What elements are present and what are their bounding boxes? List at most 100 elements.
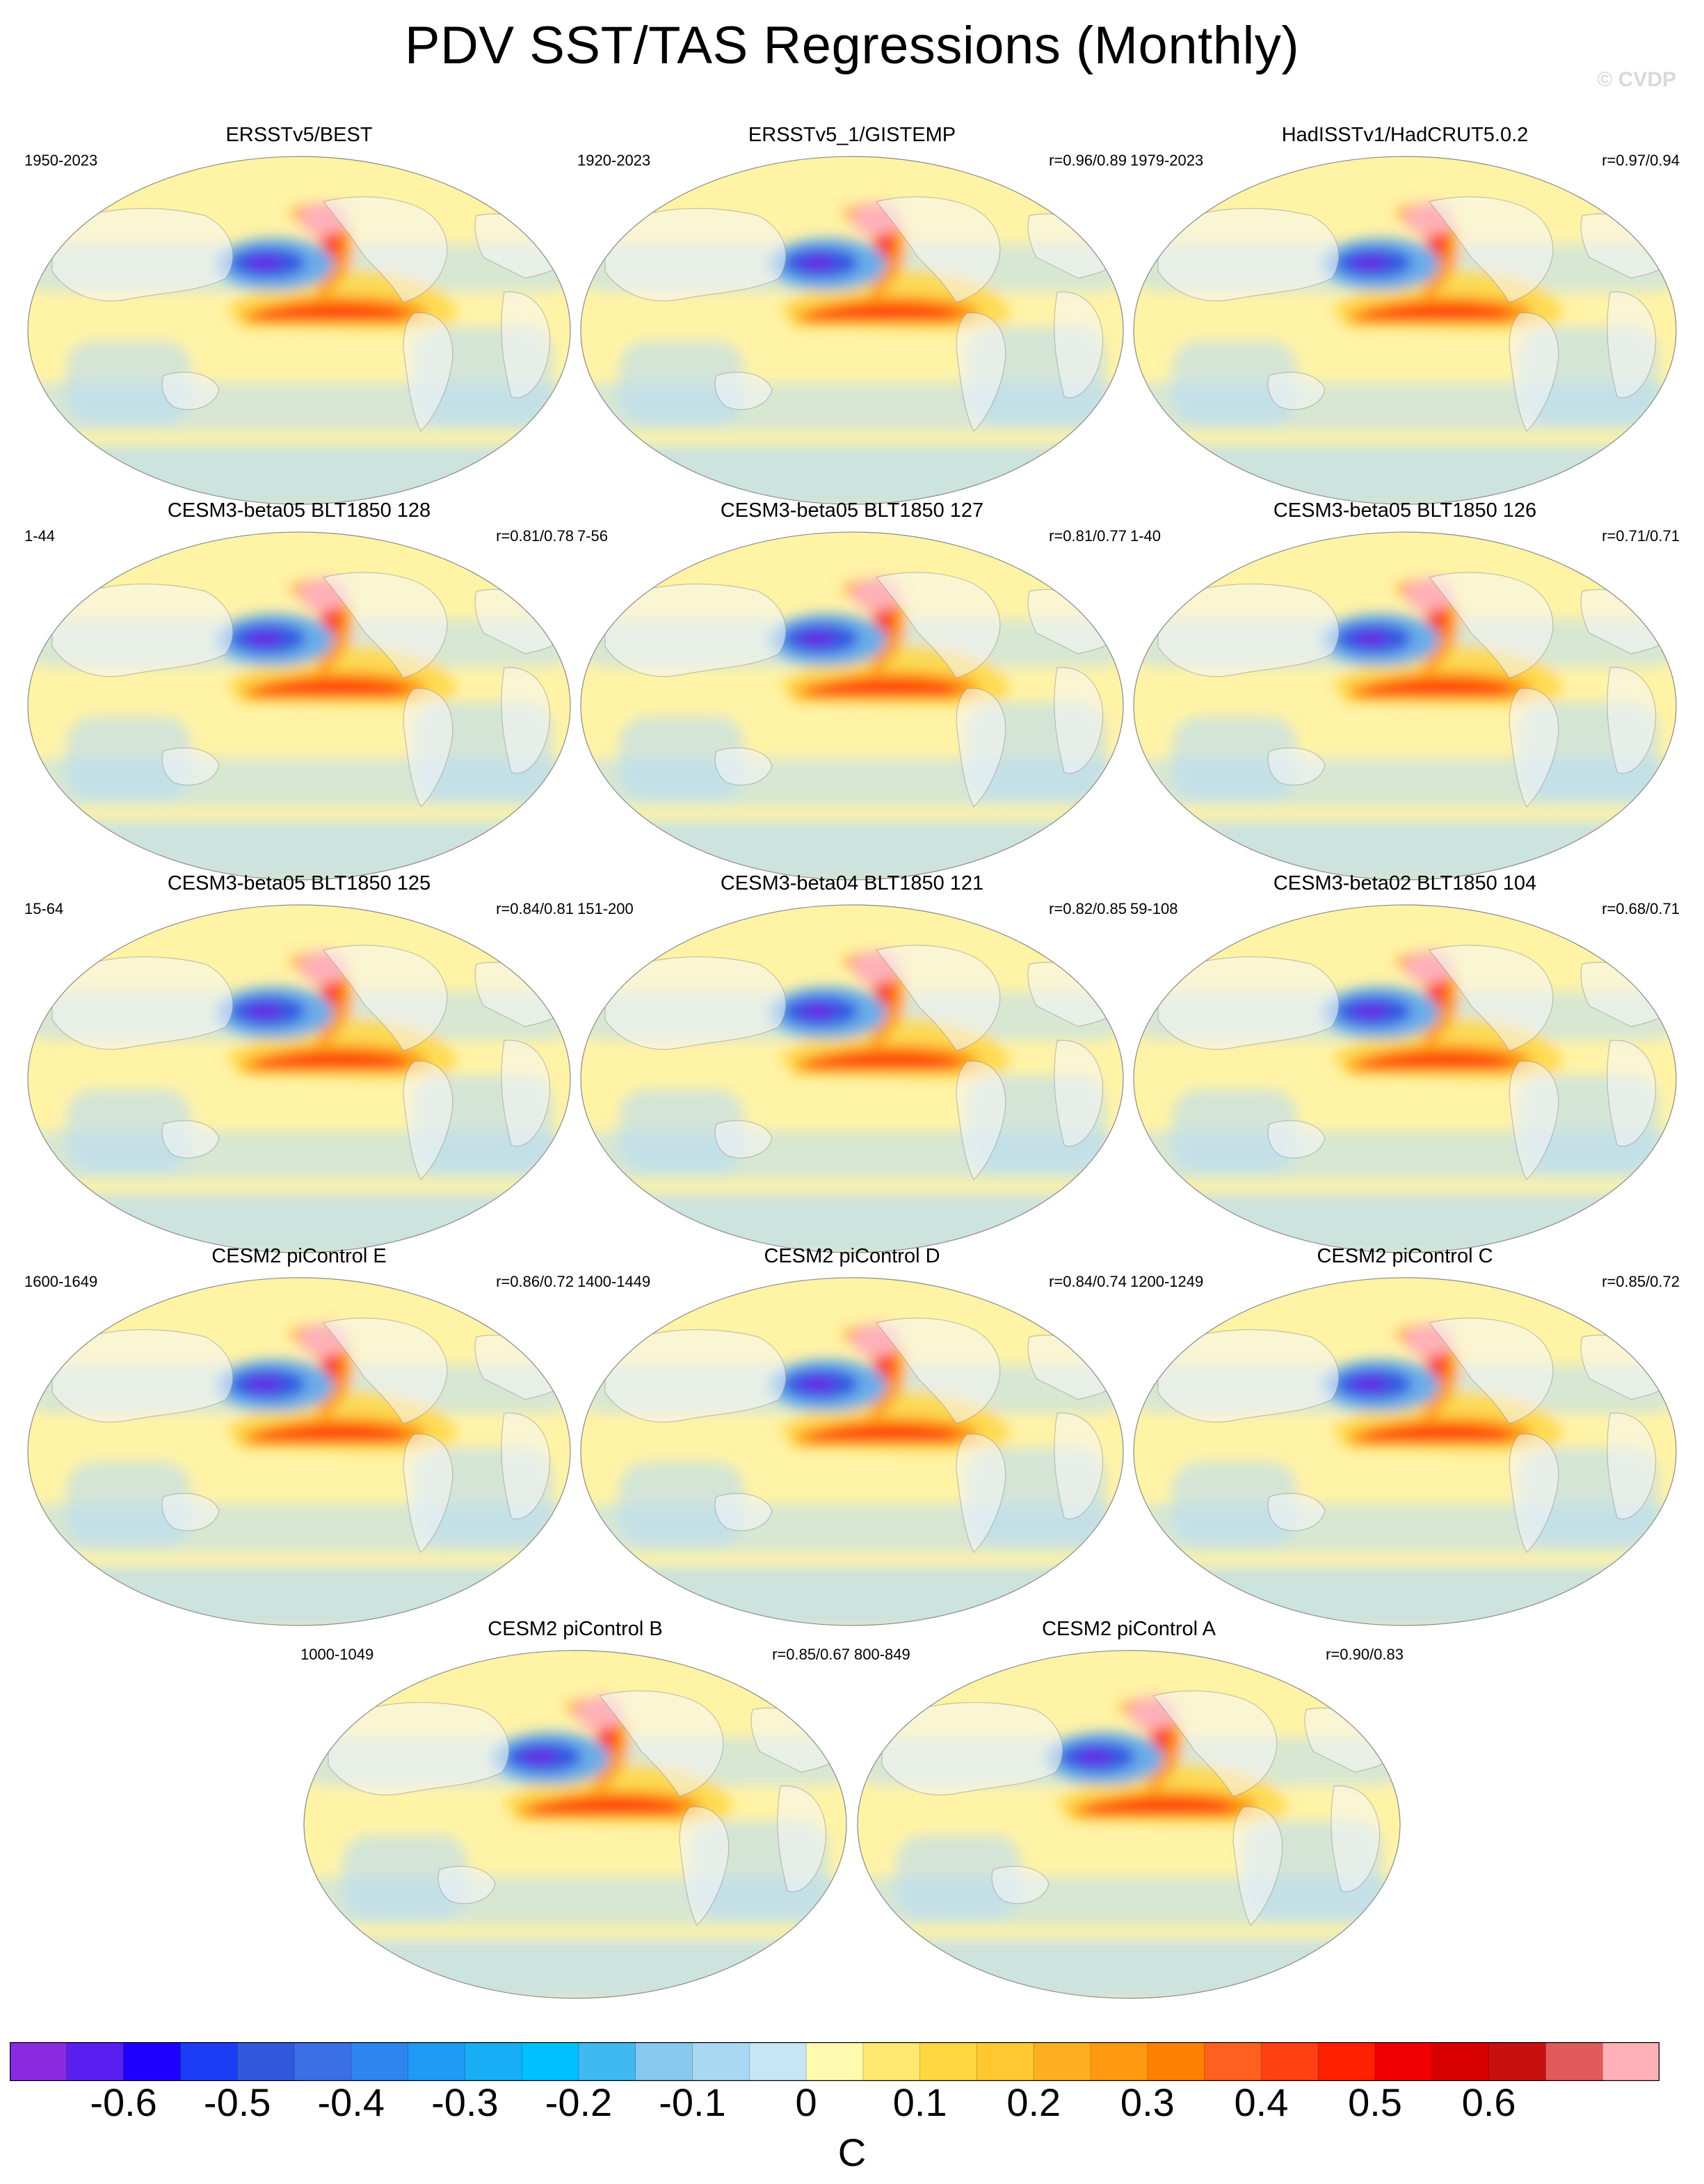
colorbar-swatch xyxy=(10,2042,67,2081)
regression-map xyxy=(1133,904,1677,1253)
panel-correlation: r=0.71/0.71 xyxy=(1602,527,1680,545)
map-panel-2: ERSSTv5_1/GISTEMP 1920-2023 r=0.96/0.89 xyxy=(577,124,1127,513)
panel-years: 151-200 xyxy=(577,900,634,917)
panel-title: CESM2 piControl E xyxy=(211,1245,387,1267)
colorbar-swatch xyxy=(1488,2042,1546,2081)
colorbar-tick-label: -0.1 xyxy=(659,2080,726,2124)
panel-title: CESM2 piControl D xyxy=(764,1245,940,1267)
colorbar-swatch xyxy=(294,2042,352,2081)
panel-years: 7-56 xyxy=(577,527,609,545)
panel-years: 1-40 xyxy=(1130,527,1162,545)
continents xyxy=(51,1317,568,1554)
colorbar-swatch xyxy=(976,2042,1034,2081)
continents xyxy=(604,196,1120,433)
panel-years: 1979-2023 xyxy=(1130,152,1204,169)
panel-years: 59-108 xyxy=(1130,900,1178,917)
map-panel-5: CESM3-beta05 BLT1850 127 7-56 r=0.81/0.7… xyxy=(577,499,1127,889)
colorbar-swatch xyxy=(1091,2042,1148,2081)
panel-title: HadISSTv1/HadCRUT5.0.2 xyxy=(1281,124,1529,146)
map-panel-13: CESM2 piControl B 1000-1049 r=0.85/0.67 xyxy=(300,1618,850,2007)
colorbar-swatch xyxy=(692,2042,750,2081)
colorbar-swatch xyxy=(1602,2042,1659,2081)
panel-years: 1000-1049 xyxy=(300,1646,374,1663)
colorbar-swatch xyxy=(806,2042,864,2081)
panel-years: 800-849 xyxy=(854,1646,910,1663)
panel-correlation: r=0.97/0.94 xyxy=(1602,152,1680,169)
map-panel-11: CESM2 piControl D 1400-1449 r=0.84/0.74 xyxy=(577,1245,1127,1635)
regression-map xyxy=(857,1650,1401,1999)
panel-correlation: r=0.84/0.74 xyxy=(1049,1273,1127,1290)
map-panel-1: ERSSTv5/BEST 1950-2023 xyxy=(24,124,574,513)
colorbar-swatch xyxy=(1375,2042,1433,2081)
continents xyxy=(604,572,1120,808)
continents xyxy=(51,945,568,1181)
panel-correlation: r=0.81/0.78 xyxy=(496,527,574,545)
map-panel-10: CESM2 piControl E 1600-1649 r=0.86/0.72 xyxy=(24,1245,574,1635)
panel-correlation: r=0.82/0.85 xyxy=(1049,900,1127,917)
colorbar-swatch xyxy=(1204,2042,1262,2081)
colorbar-tick-label: -0.5 xyxy=(203,2080,271,2124)
colorbar-tick-labels: -0.6 -0.5 -0.4 -0.3 -0.2 -0.1 0 0.1 0.2 0.3 0.4 0.5… xyxy=(0,2080,1704,2135)
regression-map xyxy=(303,1650,847,1999)
continents xyxy=(51,572,568,808)
regression-map xyxy=(1133,156,1677,505)
regression-map xyxy=(27,156,571,505)
colorbar-swatch xyxy=(123,2042,181,2081)
figure-title: PDV SST/TAS Regressions (Monthly) xyxy=(404,16,1300,75)
panel-correlation: r=0.81/0.77 xyxy=(1049,527,1127,545)
colorbar-tick-label: 0.6 xyxy=(1461,2080,1516,2124)
colorbar-swatch xyxy=(522,2042,579,2081)
colorbar-swatch xyxy=(749,2042,807,2081)
colorbar-swatch xyxy=(578,2042,636,2081)
continents xyxy=(51,196,568,433)
continents xyxy=(604,1317,1120,1554)
colorbar-tick-label: 0.5 xyxy=(1348,2080,1402,2124)
colorbar-tick-label: 0.2 xyxy=(1006,2080,1061,2124)
map-panel-14: CESM2 piControl A 800-849 r=0.90/0.83 xyxy=(854,1618,1404,2007)
colorbar-swatch xyxy=(1545,2042,1603,2081)
panel-title: CESM2 piControl A xyxy=(1042,1618,1216,1640)
panel-correlation: r=0.85/0.72 xyxy=(1602,1273,1680,1290)
colorbar-tick-label: -0.4 xyxy=(317,2080,385,2124)
colorbar-swatch xyxy=(635,2042,693,2081)
panel-years: 1600-1649 xyxy=(24,1273,98,1290)
panel-title: CESM3-beta05 BLT1850 127 xyxy=(720,499,984,522)
panel-title: CESM2 piControl B xyxy=(488,1618,663,1640)
colorbar-swatch xyxy=(237,2042,295,2081)
regression-map xyxy=(27,904,571,1253)
map-panel-4: CESM3-beta05 BLT1850 128 1-44 r=0.81/0.7… xyxy=(24,499,574,889)
panel-correlation: r=0.96/0.89 xyxy=(1049,152,1127,169)
colorbar-tick-label: -0.3 xyxy=(431,2080,499,2124)
colorbar-swatch xyxy=(919,2042,977,2081)
regression-map xyxy=(27,531,571,881)
regression-map xyxy=(580,531,1124,881)
colorbar-tick-label: 0.3 xyxy=(1120,2080,1175,2124)
panel-correlation: r=0.86/0.72 xyxy=(496,1273,574,1290)
panel-years: 1200-1249 xyxy=(1130,1273,1204,1290)
panel-title: ERSSTv5/BEST xyxy=(225,124,373,146)
panel-correlation: r=0.90/0.83 xyxy=(1326,1646,1404,1663)
map-panel-12: CESM2 piControl C 1200-1249 r=0.85/0.72 xyxy=(1130,1245,1680,1635)
panel-years: 1950-2023 xyxy=(24,152,98,169)
map-panel-7: CESM3-beta05 BLT1850 125 15-64 r=0.84/0.… xyxy=(24,872,574,1262)
map-panel-8: CESM3-beta04 BLT1850 121 151-200 r=0.82/… xyxy=(577,872,1127,1262)
colorbar-tick-label: 0 xyxy=(795,2080,817,2124)
colorbar-swatch xyxy=(862,2042,921,2081)
colorbar-swatch xyxy=(1261,2042,1319,2081)
colorbar-swatch xyxy=(180,2042,238,2081)
panel-correlation: r=0.84/0.81 xyxy=(496,900,574,917)
panel-correlation: r=0.85/0.67 xyxy=(772,1646,850,1663)
colorbar xyxy=(10,2042,1659,2081)
map-panel-6: CESM3-beta05 BLT1850 126 1-40 r=0.71/0.7… xyxy=(1130,499,1680,889)
panel-title: CESM3-beta02 BLT1850 104 xyxy=(1273,872,1537,894)
regression-map xyxy=(1133,531,1677,881)
panel-title: CESM3-beta04 BLT1850 121 xyxy=(720,872,984,894)
regression-map xyxy=(580,156,1124,505)
continents xyxy=(1157,1317,1673,1554)
panel-years: 1400-1449 xyxy=(577,1273,651,1290)
regression-map xyxy=(1133,1277,1677,1626)
panel-title: CESM3-beta05 BLT1850 128 xyxy=(167,499,431,522)
panel-title: CESM2 piControl C xyxy=(1317,1245,1493,1267)
regression-map xyxy=(580,1277,1124,1626)
panel-title: CESM3-beta05 BLT1850 125 xyxy=(167,872,431,894)
